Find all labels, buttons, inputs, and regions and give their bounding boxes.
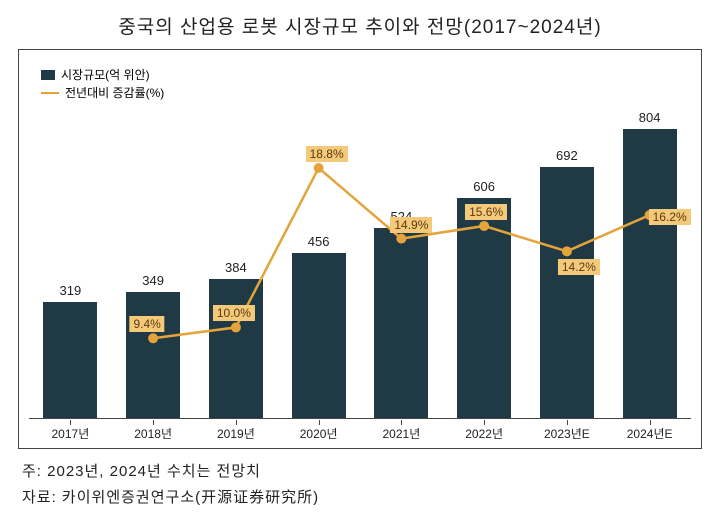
bar-rect (374, 228, 428, 418)
chart-container: 시장규모(억 위안) 전년대비 증감률(%) 319 349 384 456 524 60… (18, 49, 702, 449)
chart-title: 중국의 산업용 로봇 시장규모 추이와 전망(2017~2024년) (18, 12, 702, 39)
pct-label: 18.8% (306, 146, 348, 162)
footnotes: 주: 2023년, 2024년 수치는 전망치 자료: 카이위엔증권연구소(开源… (22, 459, 702, 510)
x-tick: 2020년 (277, 425, 360, 442)
bar-rect (292, 253, 346, 418)
pct-label: 14.2% (558, 259, 600, 275)
bar-rect (623, 129, 677, 418)
bar-col: 804 (608, 110, 691, 418)
legend-item-line: 전년대비 증감률(%) (41, 84, 164, 102)
bar-rect (209, 279, 263, 418)
footnote-source: 자료: 카이위엔증권연구소(开源证券研究所) (22, 485, 702, 511)
legend-label-bar: 시장규모(억 위안) (61, 66, 150, 84)
plot-area: 319 349 384 456 524 606 692 804 9.4% 10.0% 18.8% 1… (29, 110, 691, 418)
bar-value-label: 456 (308, 234, 330, 249)
legend: 시장규모(억 위안) 전년대비 증감률(%) (31, 60, 174, 108)
bar-col: 384 (195, 110, 278, 418)
legend-item-bar: 시장규모(억 위안) (41, 66, 164, 84)
bar-value-label: 692 (556, 148, 578, 163)
bar-value-label: 349 (142, 273, 164, 288)
bar-col: 524 (360, 110, 443, 418)
pct-label: 14.9% (390, 217, 432, 233)
legend-label-line: 전년대비 증감률(%) (65, 84, 164, 102)
bar-col: 349 (112, 110, 195, 418)
x-tick: 2019년 (195, 425, 278, 442)
x-tick: 2022년 (443, 425, 526, 442)
bar-value-label: 606 (473, 179, 495, 194)
x-axis: 2017년2018년2019년2020년2021년2022년2023년E2024… (29, 418, 691, 448)
bar-rect (457, 198, 511, 418)
bar-value-label: 319 (60, 283, 82, 298)
pct-label: 9.4% (129, 316, 164, 332)
x-tick: 2018년 (112, 425, 195, 442)
legend-swatch-line (41, 92, 59, 94)
pct-label: 16.2% (649, 209, 691, 225)
bar-value-label: 384 (225, 260, 247, 275)
bar-value-label: 804 (639, 110, 661, 125)
pct-label: 15.6% (465, 204, 507, 220)
footnote-note: 주: 2023년, 2024년 수치는 전망치 (22, 459, 702, 485)
x-tick: 2024년E (608, 425, 691, 442)
x-tick: 2021년 (360, 425, 443, 442)
pct-label: 10.0% (213, 305, 255, 321)
bar-col: 319 (29, 110, 112, 418)
bar-rect (540, 167, 594, 418)
x-tick: 2023년E (526, 425, 609, 442)
legend-swatch-bar (41, 70, 55, 80)
x-tick: 2017년 (29, 425, 112, 442)
bar-rect (126, 292, 180, 418)
bar-col: 606 (443, 110, 526, 418)
bar-rect (43, 302, 97, 418)
